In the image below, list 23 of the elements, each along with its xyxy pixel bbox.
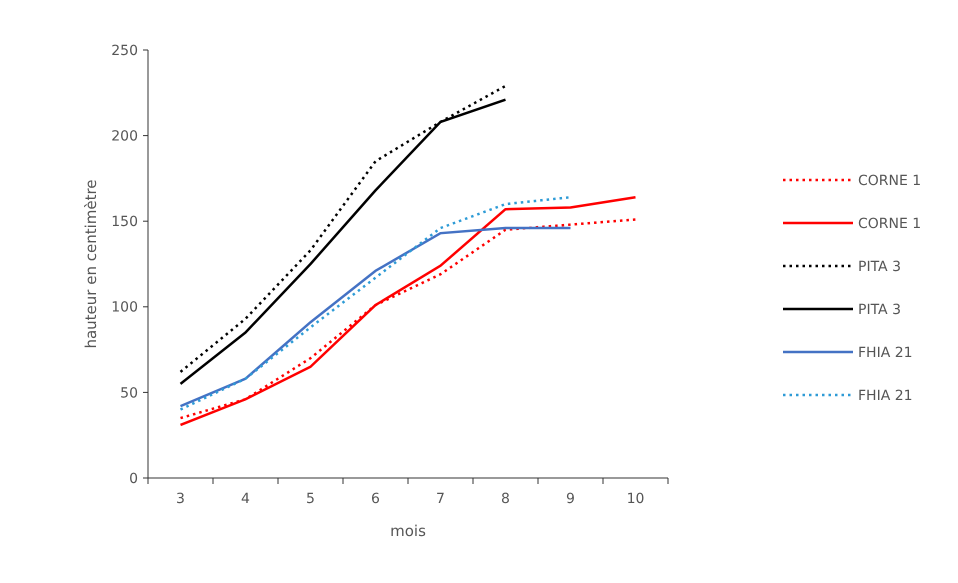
x-tick-label: 7 xyxy=(436,491,445,507)
legend-label: FHIA 21 xyxy=(858,388,913,404)
y-tick-label: 100 xyxy=(111,300,138,316)
legend-label: CORNE 1 xyxy=(858,216,922,232)
legend-label: CORNE 1 xyxy=(858,172,922,189)
x-tick-label: 4 xyxy=(241,491,250,507)
y-tick-label: 50 xyxy=(120,385,138,402)
x-tick-label: 9 xyxy=(566,491,575,507)
y-tick-label: 200 xyxy=(111,128,138,144)
x-tick-label: 6 xyxy=(371,491,380,507)
legend-label: PITA 3 xyxy=(858,302,901,318)
y-tick-label: 150 xyxy=(111,214,138,230)
x-tick-label: 10 xyxy=(626,491,644,507)
y-tick-label: 0 xyxy=(129,470,138,487)
y-axis-title: hauteur en centimètre xyxy=(82,179,100,349)
x-tick-label: 8 xyxy=(501,491,510,507)
x-axis-title: mois xyxy=(390,522,426,540)
line-series xyxy=(179,226,572,408)
legend-label: PITA 3 xyxy=(858,258,901,275)
x-tick-label: 5 xyxy=(306,491,315,507)
y-tick-label: 250 xyxy=(111,42,138,59)
legend-label: FHIA 21 xyxy=(858,344,913,361)
x-tick-label: 3 xyxy=(176,491,185,507)
